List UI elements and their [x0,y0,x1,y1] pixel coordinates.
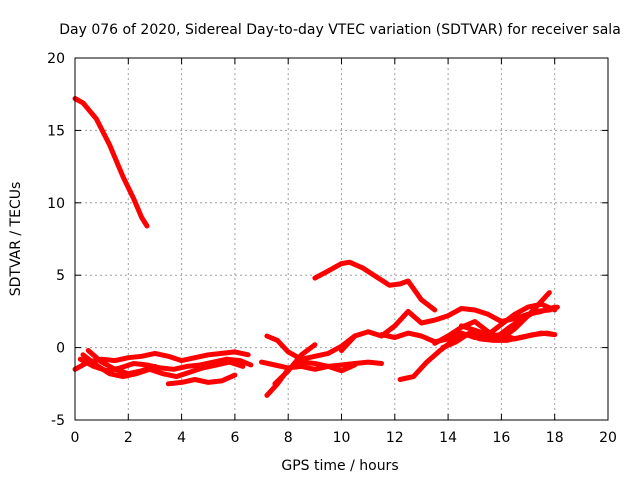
series-track-16 [440,304,560,351]
y-tick-label: 15 [47,123,65,139]
x-tick-label: 10 [333,430,351,446]
series-track-4 [80,352,246,380]
data-series [72,96,560,398]
x-tick-label: 6 [230,430,239,446]
series-track-10 [272,342,318,387]
x-tick-label: 16 [492,430,510,446]
series-track-12 [339,304,558,353]
axis-ticks: 0 2 4 6 8 10 12 14 16 18 20 -5 0 5 10 15 20 [47,51,617,446]
series-track-17 [458,301,558,338]
x-axis-label: GPS time / hours [281,458,398,474]
series-track-1 [72,96,150,229]
series-track-6 [165,372,238,387]
y-tick-label: 5 [56,268,65,284]
series-track-9 [259,359,358,374]
series-track-11 [312,259,438,313]
series-track-2 [72,349,251,372]
series-track-5 [85,348,158,377]
series-track-7 [264,333,358,362]
series-track-14 [397,330,558,382]
y-tick-label: 10 [47,196,65,212]
y-axis-label: SDTVAR / TECUs [8,182,24,297]
series-track-3 [77,356,254,374]
x-tick-label: 0 [71,430,80,446]
x-tick-label: 14 [439,430,457,446]
x-tick-label: 20 [599,430,617,446]
x-tick-label: 18 [546,430,564,446]
y-tick-label: 20 [47,51,65,67]
x-tick-label: 12 [386,430,404,446]
plot-frame [74,57,609,421]
x-tick-label: 4 [177,430,186,446]
y-tick-label: 0 [56,341,65,357]
y-tick-label: -5 [51,413,65,429]
x-tick-label: 8 [284,430,293,446]
x-tick-label: 2 [124,430,133,446]
chart-title: Day 076 of 2020, Sidereal Day-to-day VTE… [59,22,621,38]
